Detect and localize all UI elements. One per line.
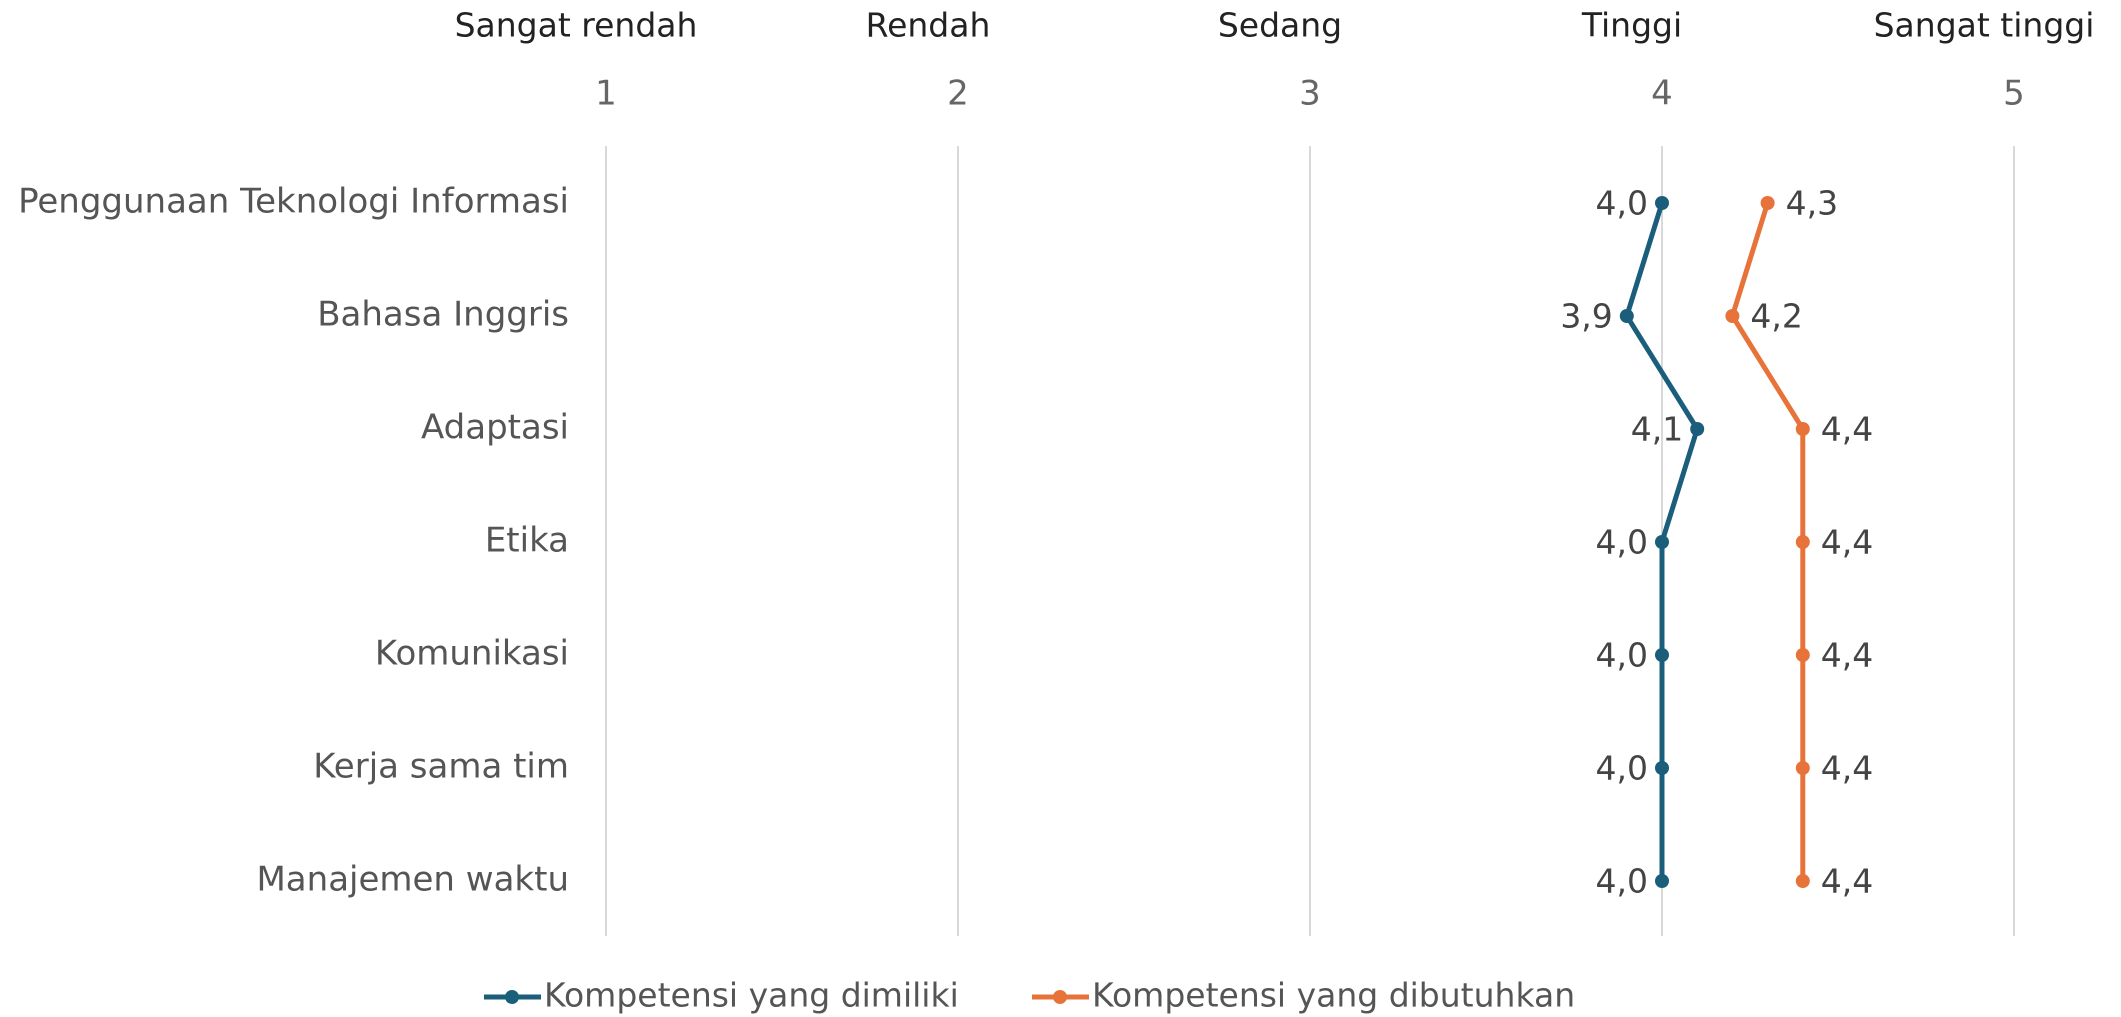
- data-point: [1795, 761, 1810, 775]
- data-label: 4,4: [1821, 410, 1873, 449]
- x-tick-label: 3: [1299, 74, 1321, 114]
- data-point: [1655, 535, 1669, 549]
- data-point: [1795, 535, 1810, 549]
- data-point: [1655, 874, 1669, 888]
- category-label: Bahasa Inggris: [317, 295, 569, 335]
- x-tick-label: 2: [947, 74, 969, 114]
- scale-label: Sedang: [1218, 6, 1342, 45]
- scale-label: Sangat rendah: [455, 6, 698, 45]
- data-point: [1690, 422, 1705, 436]
- data-point: [1795, 648, 1810, 662]
- data-point: [1655, 761, 1669, 775]
- legend-marker: [505, 990, 519, 1004]
- data-point: [1619, 309, 1634, 323]
- data-point: [1655, 648, 1669, 662]
- x-tick-label: 4: [1651, 74, 1673, 114]
- category-label: Etika: [485, 521, 569, 561]
- legend-label: Kompetensi yang dimiliki: [544, 976, 959, 1015]
- data-label: 4,0: [1596, 862, 1648, 901]
- data-label: 4,4: [1821, 749, 1873, 788]
- data-label: 4,1: [1631, 410, 1683, 449]
- data-label: 4,0: [1596, 184, 1648, 223]
- data-label: 4,2: [1750, 297, 1802, 336]
- x-tick-label: 5: [2003, 74, 2025, 114]
- scale-label: Tinggi: [1581, 6, 1682, 45]
- category-label: Adaptasi: [421, 408, 569, 448]
- data-label: 4,0: [1596, 523, 1648, 562]
- data-point: [1655, 196, 1669, 210]
- data-point: [1725, 309, 1740, 323]
- scale-label: Rendah: [866, 6, 991, 45]
- data-label: 4,4: [1821, 862, 1873, 901]
- legend-label: Kompetensi yang dibutuhkan: [1092, 976, 1575, 1015]
- data-label: 4,3: [1786, 184, 1838, 223]
- data-point: [1795, 422, 1810, 436]
- data-label: 4,4: [1821, 523, 1873, 562]
- legend-marker: [1053, 990, 1067, 1004]
- data-label: 4,4: [1821, 636, 1873, 675]
- scale-label: Sangat tinggi: [1874, 6, 2095, 45]
- category-label: Komunikasi: [375, 634, 569, 674]
- data-label: 4,0: [1596, 749, 1648, 788]
- data-label: 4,0: [1596, 636, 1648, 675]
- category-label: Manajemen waktu: [256, 860, 569, 900]
- data-label: 3,9: [1560, 297, 1612, 336]
- category-label: Kerja sama tim: [313, 747, 569, 787]
- x-tick-label: 1: [595, 74, 617, 114]
- category-label: Penggunaan Teknologi Informasi: [18, 182, 569, 222]
- data-point: [1795, 874, 1810, 888]
- data-point: [1760, 196, 1775, 210]
